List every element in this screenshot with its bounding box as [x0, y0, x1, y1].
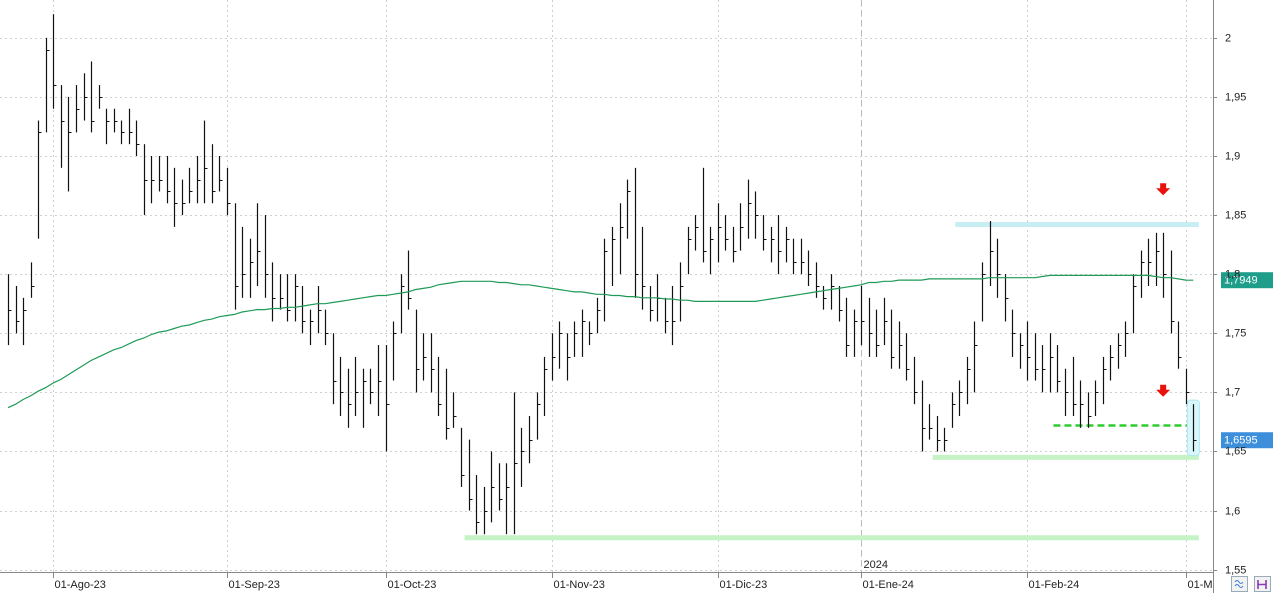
y-tick-label: 1,8 — [1225, 268, 1240, 280]
overlays: 1,7949 1,6595 — [1156, 183, 1273, 449]
y-tick-label: 1,65 — [1225, 445, 1246, 457]
x-tick-label: 01-Feb-24 — [1029, 579, 1080, 591]
x-tick-label: 01-Sep-23 — [229, 579, 280, 591]
annotations — [464, 222, 1200, 541]
moving-average — [7, 274, 1194, 409]
price-tag-label: 1,6595 — [1224, 435, 1258, 447]
home-icon — [1257, 580, 1267, 589]
price-tag: 1,6595 — [1221, 432, 1273, 449]
x-tick-label: 01-Oct-23 — [388, 579, 437, 591]
price-tag-box — [1221, 272, 1273, 289]
signal-arrow — [1156, 384, 1171, 397]
year-label: 2024 — [864, 559, 888, 571]
toolbar — [1231, 576, 1271, 592]
y-tick-label: 1,85 — [1225, 209, 1246, 221]
x-tick-label: 01-Ene-24 — [863, 579, 914, 591]
y-tick-label: 1,7 — [1225, 386, 1240, 398]
price-tag: 1,7949 — [1221, 272, 1273, 289]
signal-arrow — [1156, 183, 1171, 196]
bars — [7, 14, 1197, 535]
y-tick-label: 1,75 — [1225, 327, 1246, 339]
x-tick-label: 01-Nov-23 — [554, 579, 605, 591]
x-tick-label: 01-Ago-23 — [55, 579, 106, 591]
y-tick-label: 1,95 — [1225, 91, 1246, 103]
price-tag-box — [1221, 432, 1273, 449]
y-tick-label: 1,55 — [1225, 564, 1246, 576]
y-tick-label: 2 — [1225, 32, 1231, 44]
price-tag-label: 1,7949 — [1224, 275, 1258, 287]
x-tick-label: 01-M — [1188, 579, 1213, 591]
y-tick-label: 1,6 — [1225, 505, 1240, 517]
y-tick-label: 1,9 — [1225, 150, 1240, 162]
zoom-button[interactable] — [1231, 576, 1248, 592]
x-tick-label: 01-Dic-23 — [720, 579, 768, 591]
zoom-icon — [1234, 580, 1244, 588]
